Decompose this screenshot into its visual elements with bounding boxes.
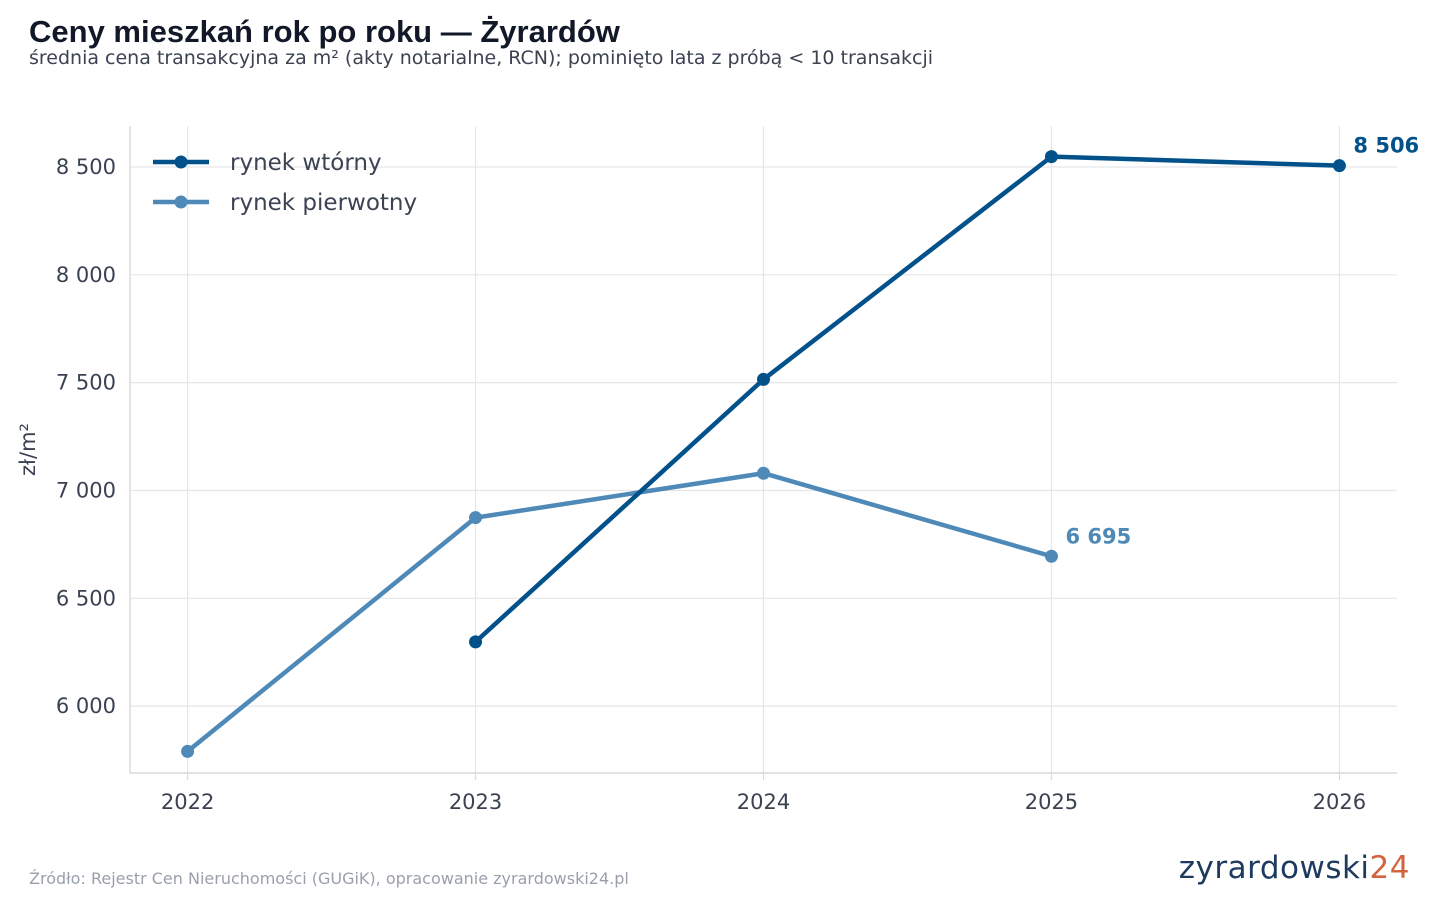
data-point	[469, 635, 483, 649]
x-tick-label: 2024	[737, 790, 790, 814]
source-note: Źródło: Rejestr Cen Nieruchomości (GUGiK…	[29, 869, 629, 888]
data-point	[1044, 549, 1058, 563]
chart-title: Ceny mieszkań rok po roku — Żyrardów	[29, 14, 620, 49]
data-point	[757, 466, 770, 480]
end-labels: 6 695 8 506	[1065, 134, 1419, 549]
legend-label: rynek wtórny	[230, 150, 382, 176]
data-point	[1044, 150, 1058, 164]
series	[181, 150, 1346, 758]
y-tick-label: 7 000	[56, 478, 116, 502]
y-tick-label: 6 500	[56, 586, 116, 610]
chart-subtitle: średnia cena transakcyjna za m² (akty no…	[29, 47, 934, 69]
series-line	[185, 470, 1054, 754]
x-tick-label: 2025	[1025, 790, 1078, 814]
data-point	[1332, 159, 1346, 173]
end-value-label: 6 695	[1065, 524, 1131, 548]
y-tick-label: 7 500	[56, 371, 116, 395]
y-tick-label: 8 500	[56, 155, 116, 179]
grid	[130, 126, 1397, 773]
x-tick-label: 2022	[161, 790, 214, 814]
x-tick-label: 2026	[1313, 790, 1366, 814]
y-axis-label: zł/m²	[16, 423, 40, 476]
series-line	[473, 154, 1342, 645]
end-value-label: 8 506	[1353, 134, 1419, 158]
data-point	[757, 372, 770, 386]
axes: 6 000 6 500 7 000 7 500 8 000 8 500 2022 2023 20…	[16, 126, 1397, 814]
data-point	[181, 744, 195, 758]
brand-logo: zyrardowski24	[1179, 850, 1410, 886]
y-tick-label: 6 000	[56, 694, 116, 718]
logo-text: zyrardowski	[1178, 850, 1370, 886]
x-tick-label: 2023	[449, 790, 502, 814]
legend-label: rynek pierwotny	[230, 190, 417, 216]
logo-accent: 24	[1369, 850, 1410, 886]
y-tick-label: 8 000	[56, 263, 116, 287]
legend-swatch-marker	[174, 195, 188, 209]
legend: rynek wtórny rynek pierwotny	[153, 150, 417, 216]
data-point	[469, 511, 483, 525]
legend-swatch-marker	[174, 155, 188, 169]
